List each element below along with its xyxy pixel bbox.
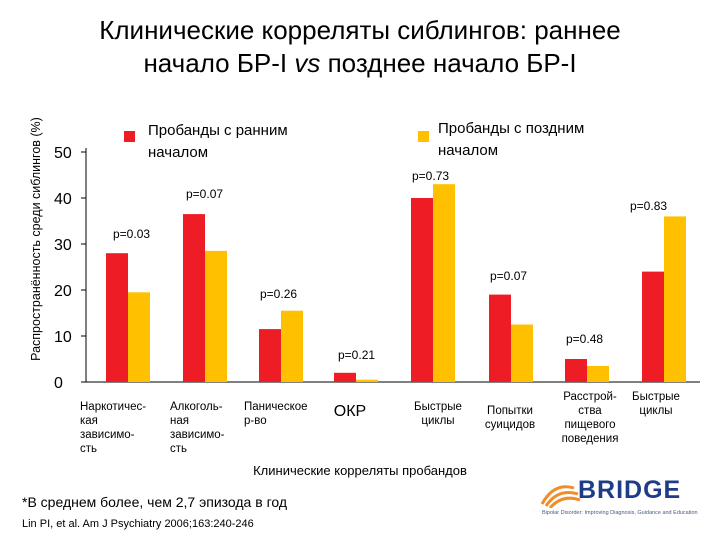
x-tick-label: кая [80, 415, 98, 427]
x-tick-label: зависимо- [170, 429, 225, 441]
bar-early-onset [411, 198, 433, 382]
bridge-arcs-icon [540, 485, 581, 508]
logo-tagline: Bipolar Disorder: Improving Diagnosis, G… [542, 510, 698, 516]
p-value-annotation: p=0.03 [113, 227, 150, 241]
x-tick-label: сть [170, 443, 187, 455]
x-axis-label: Клинические корреляты пробандов [253, 463, 467, 478]
legend-label-early: Пробанды с ранним [148, 122, 288, 139]
bar-late-onset [587, 365, 609, 382]
title-line-1: Клинические корреляты сиблингов: раннее [99, 15, 621, 45]
bar-early-onset [489, 294, 511, 382]
bar-late-onset [281, 310, 303, 382]
x-tick-label: суицидов [485, 419, 535, 431]
y-tick-label: 10 [54, 329, 72, 346]
p-value-annotation: p=0.07 [490, 269, 527, 283]
bridge-logo: BRIDGE Bipolar Disorder: Improving Diagn… [540, 474, 710, 534]
y-tick-label: 0 [54, 375, 63, 392]
title-line-2-part-1: начало БР-I [143, 48, 295, 78]
bar-early-onset [183, 214, 205, 382]
x-tick-label: циклы [639, 405, 672, 417]
y-tick-label: 30 [54, 237, 72, 254]
logo-text: BRIDGE [578, 476, 682, 504]
x-tick-label: р-во [244, 415, 267, 427]
y-axis-label: Распространённость среди сиблингов (%) [29, 117, 43, 361]
bar-late-onset [356, 379, 378, 382]
p-value-annotation: p=0.73 [412, 169, 449, 183]
title-line-2-part-2: позднее начало БР-I [320, 48, 577, 78]
bar-early-onset [565, 359, 587, 382]
y-tick-label: 50 [54, 145, 72, 162]
x-tick-label: зависимо- [80, 429, 135, 441]
x-tick-label: Паническое [244, 401, 308, 413]
legend-label-early: началом [148, 144, 208, 161]
x-tick-label: ная [170, 415, 189, 427]
bar-early-onset [259, 329, 281, 382]
y-tick-label: 20 [54, 283, 72, 300]
p-value-annotation: p=0.21 [338, 348, 375, 362]
bar-early-onset [334, 372, 356, 382]
y-tick-label: 40 [54, 191, 72, 208]
legend-swatch-late [418, 131, 429, 142]
p-value-annotation: p=0.83 [630, 199, 667, 213]
bar-late-onset [511, 324, 533, 382]
x-tick-label: пищевого [564, 419, 615, 431]
footnote: *В среднем более, чем 2,7 эпизода в год [22, 494, 288, 510]
x-tick-label: Расстрой- [563, 391, 617, 403]
legend-swatch-early [124, 131, 135, 142]
p-value-annotation: p=0.07 [186, 187, 223, 201]
legend-label-late: Пробанды с поздним [438, 120, 584, 137]
legend-label-late: началом [438, 142, 498, 159]
x-tick-label: Быстрые [632, 391, 680, 403]
title-line-2: начало БР-I vs позднее начало БР-I [0, 47, 720, 80]
bar-late-onset [664, 216, 686, 382]
x-tick-label: поведения [562, 433, 619, 445]
x-tick-label: ОКР [334, 403, 366, 420]
p-value-annotation: p=0.26 [260, 287, 297, 301]
p-value-annotation: p=0.48 [566, 332, 603, 346]
x-tick-label: Быстрые [414, 401, 462, 413]
bar-early-onset [106, 253, 128, 382]
bar-late-onset [433, 184, 455, 382]
page-title: Клинические корреляты сиблингов: раннее … [0, 14, 720, 80]
reference: Lin PI, et al. Am J Psychiatry 2006;163:… [22, 518, 254, 530]
bar-late-onset [128, 292, 150, 382]
x-tick-label: Наркотичес- [80, 401, 146, 413]
x-tick-label: Алкоголь- [170, 401, 223, 413]
title-vs: vs [294, 48, 321, 78]
x-tick-label: ства [578, 405, 602, 417]
x-tick-label: циклы [421, 415, 454, 427]
bar-late-onset [205, 250, 227, 382]
bar-early-onset [642, 271, 664, 382]
x-tick-label: сть [80, 443, 97, 455]
x-tick-label: Попытки [487, 405, 533, 417]
